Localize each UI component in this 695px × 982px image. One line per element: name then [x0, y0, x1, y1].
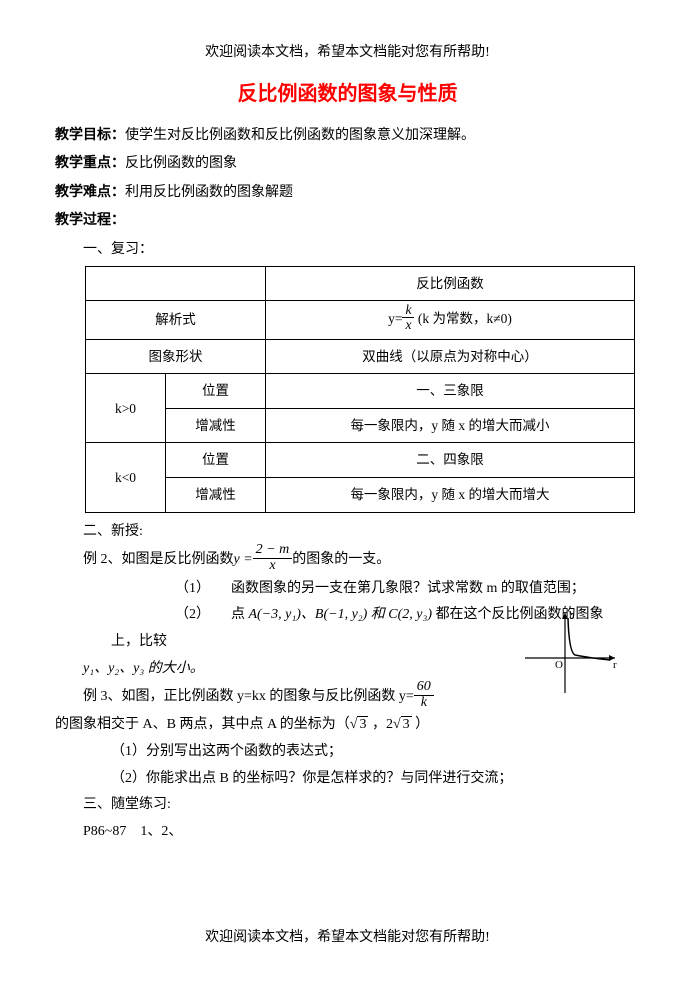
- mono-lt0: 每一象限内，y 随 x 的增大而增大: [266, 478, 635, 513]
- analytic-post: (k 为常数，k≠0): [414, 311, 511, 326]
- difficulty-label: 教学难点：: [55, 185, 125, 200]
- process-label: 教学过程：: [55, 208, 640, 235]
- ex3-intersect-pre: 的图象相交于 A、B 两点，其中点 A 的坐标为（: [55, 717, 350, 732]
- ex2-pre: 例 2、如图是反比例函数: [83, 547, 234, 574]
- y-axis-label: h: [569, 609, 575, 621]
- goals-row: 教学目标：使学生对反比例函数和反比例函数的图象意义加深理解。: [55, 123, 640, 150]
- hyperbola-curve: [568, 618, 610, 660]
- hyperbola-graph: h r O: [515, 608, 625, 698]
- ex2-frac: 2 − mx: [253, 543, 293, 573]
- sqrt-rad1: 3: [357, 716, 368, 732]
- klt0-label: k<0: [86, 443, 166, 512]
- frac-num: k: [402, 303, 414, 318]
- table-row: 图象形状 双曲线（以原点为对称中心）: [86, 339, 635, 374]
- analytic-frac: kx: [402, 303, 414, 332]
- focus-label: 教学重点：: [55, 156, 125, 171]
- ex3-between: ，2: [368, 717, 393, 732]
- page-header: 欢迎阅读本文档，希望本文档能对您有所帮助!: [55, 40, 640, 67]
- pos-label-2: 位置: [166, 443, 266, 478]
- ex3-q1: （1）分别写出这两个函数的表达式；: [55, 739, 640, 766]
- pos-gt0: 一、三象限: [266, 374, 635, 409]
- origin-label: O: [555, 659, 563, 671]
- analytic-value: y=kx (k 为常数，k≠0): [266, 301, 635, 339]
- ex2-post: 的图象的一支。: [292, 547, 390, 574]
- table-row: 解析式 y=kx (k 为常数，k≠0): [86, 301, 635, 339]
- arrow-icon: [562, 613, 568, 619]
- frac-den: k: [414, 696, 434, 711]
- sqrt-icon: 3: [350, 712, 369, 739]
- document-title: 反比例函数的图象与性质: [55, 75, 640, 113]
- graph-svg: h r O: [515, 608, 625, 698]
- ex2-q1: （1） 函数图象的另一支在第几象限？试求常数 m 的取值范围；: [55, 576, 640, 603]
- kgt0-label: k>0: [86, 374, 166, 443]
- frac-den: x: [402, 318, 414, 332]
- table-row: 反比例函数: [86, 266, 635, 301]
- goals-label: 教学目标：: [55, 128, 125, 143]
- focus-text: 反比例函数的图象: [125, 156, 237, 171]
- ex2-q2-a: （2） 点: [175, 607, 249, 622]
- practice: P86~87 1、2、: [55, 819, 640, 846]
- section-1: 一、复习：: [55, 237, 640, 264]
- sqrt-icon: 3: [393, 712, 412, 739]
- review-table: 反比例函数 解析式 y=kx (k 为常数，k≠0) 图象形状 双曲线（以原点为…: [85, 266, 635, 513]
- shape-label: 图象形状: [86, 339, 266, 374]
- page-footer: 欢迎阅读本文档，希望本文档能对您有所帮助!: [0, 925, 695, 952]
- table-row: 增减性 每一象限内，y 随 x 的增大而减小: [86, 408, 635, 443]
- section-2: 二、新授:: [55, 519, 640, 546]
- sqrt-rad2: 3: [401, 716, 412, 732]
- table-row: k>0 位置 一、三象限: [86, 374, 635, 409]
- frac-num: 2 − m: [253, 543, 293, 559]
- ex2-q2-b: A(−3, y₁)、B(−1, y₂) 和 C(2, y₃): [249, 607, 433, 622]
- difficulty-text: 利用反比例函数的图象解题: [125, 185, 293, 200]
- ex3-frac: 60k: [414, 680, 434, 710]
- ex2-yeq: y =: [234, 547, 253, 574]
- shape-value: 双曲线（以原点为对称中心）: [266, 339, 635, 374]
- pos-label: 位置: [166, 374, 266, 409]
- frac-den: x: [253, 559, 293, 574]
- mono-label-2: 增减性: [166, 478, 266, 513]
- ex3-intersect: 的图象相交于 A、B 两点，其中点 A 的坐标为（3 ，23 ）: [55, 712, 640, 739]
- goals-text: 使学生对反比例函数和反比例函数的图象意义加深理解。: [125, 128, 475, 143]
- ex3-intersect-post: ）: [412, 717, 430, 732]
- section-3: 三、随堂练习:: [55, 792, 640, 819]
- analytic-pre: y=: [388, 311, 402, 326]
- mono-label: 增减性: [166, 408, 266, 443]
- table-header-col2: 反比例函数: [266, 266, 635, 301]
- table-row: k<0 位置 二、四象限: [86, 443, 635, 478]
- focus-row: 教学重点：反比例函数的图象: [55, 151, 640, 178]
- frac-num: 60: [414, 680, 434, 696]
- ex3-pre: 例 3、如图，正比例函数 y=kx 的图象与反比例函数 y=: [83, 684, 414, 711]
- pos-lt0: 二、四象限: [266, 443, 635, 478]
- difficulty-row: 教学难点：利用反比例函数的图象解题: [55, 180, 640, 207]
- x-axis-label: r: [613, 659, 617, 671]
- mono-gt0: 每一象限内，y 随 x 的增大而减小: [266, 408, 635, 443]
- ex3-q2: （2）你能求出点 B 的坐标吗？你是怎样求的？与同伴进行交流；: [55, 766, 640, 793]
- analytic-label: 解析式: [86, 301, 266, 339]
- table-row: 增减性 每一象限内，y 随 x 的增大而增大: [86, 478, 635, 513]
- table-empty-cell: [86, 266, 266, 301]
- example-2: 例 2、如图是反比例函数 y = 2 − mx 的图象的一支。: [55, 545, 640, 575]
